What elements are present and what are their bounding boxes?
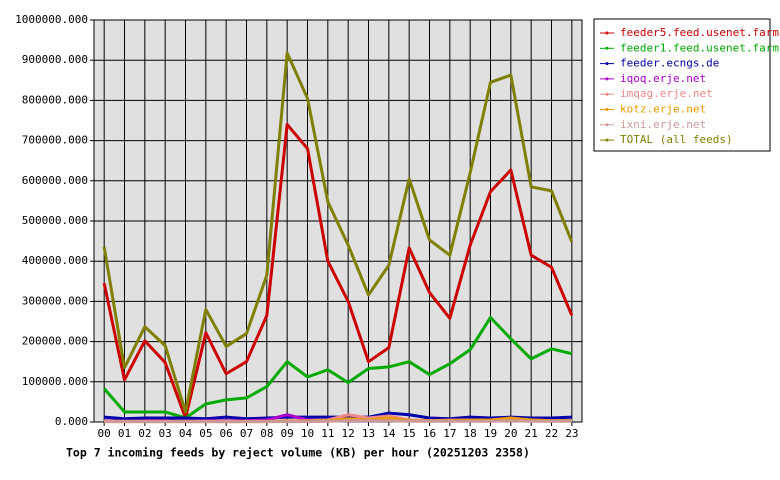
x-tick-label: 11 <box>321 427 334 440</box>
legend-marker <box>605 62 609 66</box>
series-line <box>104 419 572 424</box>
legend-marker <box>605 138 609 142</box>
x-tick-label: 10 <box>301 427 314 440</box>
legend-marker <box>605 46 609 50</box>
y-tick-label: 800000.000 <box>22 93 88 106</box>
legend-label: imqag.erje.net <box>620 87 713 100</box>
legend-label: feeder1.feed.usenet.farm <box>620 41 779 54</box>
y-tick-label: 500000.000 <box>22 214 88 227</box>
legend-label: TOTAL (all feeds) <box>620 133 733 146</box>
x-tick-label: 13 <box>362 427 375 440</box>
x-tick-label: 17 <box>443 427 456 440</box>
x-tick-label: 15 <box>403 427 416 440</box>
legend-marker <box>605 123 609 127</box>
x-tick-label: 06 <box>220 427 233 440</box>
x-tick-label: 14 <box>382 427 396 440</box>
legend-marker <box>605 92 609 96</box>
x-tick-label: 20 <box>504 427 517 440</box>
y-tick-label: 900000.000 <box>22 53 88 66</box>
y-tick-label: 300000.000 <box>22 294 88 307</box>
legend-marker <box>605 77 609 81</box>
y-tick-label: 200000.000 <box>22 335 88 348</box>
x-tick-label: 04 <box>179 427 193 440</box>
y-tick-label: 0.000 <box>55 415 88 428</box>
x-tick-label: 09 <box>281 427 294 440</box>
x-tick-label: 12 <box>342 427 355 440</box>
chart-title: Top 7 incoming feeds by reject volume (K… <box>66 446 530 460</box>
x-tick-label: 08 <box>260 427 273 440</box>
y-tick-label: 600000.000 <box>22 174 88 187</box>
legend-label: feeder5.feed.usenet.farm <box>620 26 779 39</box>
y-tick-label: 700000.000 <box>22 134 88 147</box>
x-tick-label: 01 <box>118 427 131 440</box>
series-line <box>102 51 574 414</box>
x-tick-label: 07 <box>240 427 253 440</box>
x-tick-label: 00 <box>98 427 111 440</box>
x-tick-label: 23 <box>565 427 578 440</box>
x-tick-label: 05 <box>199 427 212 440</box>
legend-marker <box>605 108 609 111</box>
x-tick-label: 22 <box>545 427 558 440</box>
legend-label: iqoq.erje.net <box>620 72 706 85</box>
y-tick-label: 1000000.000 <box>15 13 88 26</box>
x-tick-label: 19 <box>484 427 497 440</box>
legend-label: feeder.ecngs.de <box>620 57 719 70</box>
x-tick-label: 03 <box>159 427 172 440</box>
x-tick-label: 21 <box>525 427 538 440</box>
x-tick-label: 18 <box>464 427 477 440</box>
legend-label: ixni.erje.net <box>620 118 706 131</box>
legend <box>593 18 771 152</box>
x-tick-label: 16 <box>423 427 436 440</box>
y-tick-label: 400000.000 <box>22 254 88 267</box>
y-tick-label: 100000.000 <box>22 375 88 388</box>
series-line <box>102 123 574 420</box>
legend-label: kotz.erje.net <box>620 103 706 116</box>
legend-marker <box>605 31 609 35</box>
x-tick-label: 02 <box>138 427 151 440</box>
